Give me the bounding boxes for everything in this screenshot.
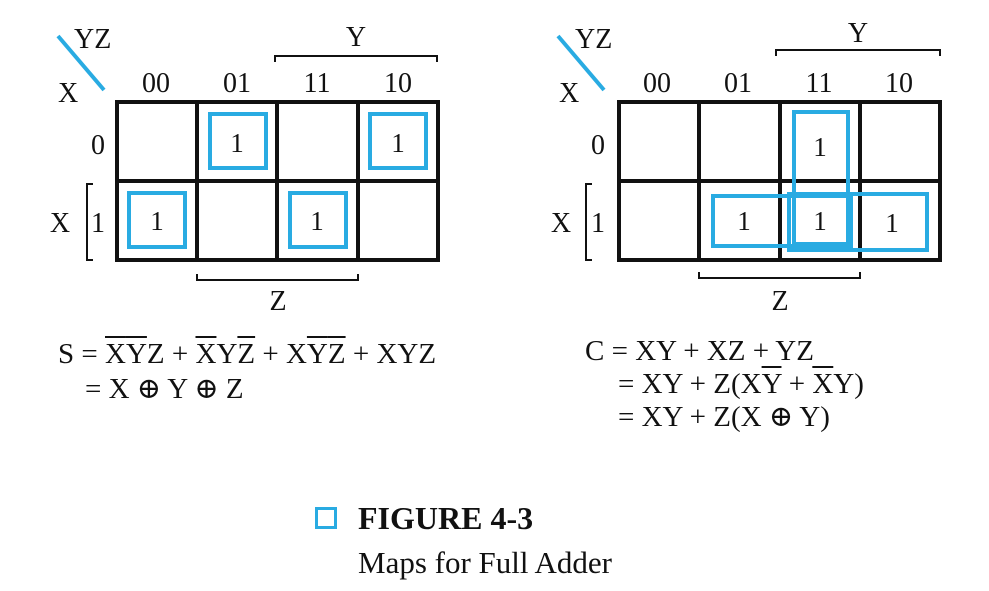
col-header-11: 11 [304, 68, 331, 99]
sum-equation-line1: S = XYZ + XYZ + XYZ + XYZ [58, 338, 437, 370]
x-row-label: X [551, 208, 571, 239]
col-header-10: 10 [885, 68, 913, 99]
cell-r0-c3: 1 [391, 128, 405, 158]
group-loop-right [787, 192, 929, 252]
row-header-0: 0 [591, 130, 605, 161]
y-bracket [274, 55, 438, 62]
col-header-10: 10 [384, 68, 412, 99]
sum-term-3-b: Z [327, 338, 346, 370]
sum-equation-line2: = X ⊕ Y ⊕ Z [85, 373, 244, 405]
figure-subtitle: Maps for Full Adder [358, 545, 613, 580]
x-row-label: X [50, 208, 70, 239]
group-loop [208, 112, 268, 170]
cell-r0-c2: 1 [813, 132, 827, 162]
cell-r1-c1: 1 [737, 206, 751, 236]
corner-col-var: YZ [74, 24, 111, 55]
group-loop [368, 112, 428, 170]
z-label: Z [269, 286, 286, 317]
cell-r0-c1: 1 [230, 128, 244, 158]
group-loop [288, 191, 348, 249]
col-header-00: 00 [142, 68, 170, 99]
corner-row-var: X [559, 78, 579, 109]
carry-kmap: YZ X Y 00 01 11 10 0 1 X 1 1 1 1 Z [551, 18, 942, 317]
carry-equation-line3: = XY + Z(X ⊕ Y) [618, 401, 830, 433]
figure-title: FIGURE 4-3 [358, 500, 534, 536]
row-header-1: 1 [591, 208, 605, 239]
z-label: Z [771, 286, 788, 317]
sum-term-1-b: Y [125, 338, 147, 370]
sum-lhs: S [58, 338, 75, 370]
caption-marker-icon [315, 507, 337, 529]
sum-kmap: YZ X Y 00 01 11 10 0 1 X 1 1 1 1 [50, 22, 440, 317]
cell-r1-c0: 1 [150, 206, 164, 236]
sum-term-2-b: Z [237, 338, 256, 370]
corner-row-var: X [58, 78, 78, 109]
carry-overbar-y: Y [761, 368, 782, 400]
carry-equation-line1: C = XY + XZ + YZ [585, 335, 814, 367]
z-bracket [196, 274, 359, 281]
sum-term-1-a: X [105, 338, 126, 370]
carry-overbar-x: X [812, 368, 834, 400]
cell-r1-c2: 1 [813, 206, 827, 236]
sum-term-3-a: Y [306, 338, 328, 370]
carry-equation-line2: = XY + Z(XY + XY) [618, 368, 864, 400]
x-bracket [86, 183, 93, 261]
row-header-1: 1 [91, 208, 105, 239]
col-header-11: 11 [806, 68, 833, 99]
y-label: Y [346, 22, 366, 53]
group-loop [127, 191, 187, 249]
row-header-0: 0 [91, 130, 105, 161]
y-label: Y [848, 18, 868, 49]
sum-term-2-a: X [195, 338, 217, 370]
z-bracket [698, 272, 861, 279]
cell-r1-c3: 1 [885, 208, 899, 238]
cell-r1-c2: 1 [310, 206, 324, 236]
col-header-01: 01 [223, 68, 251, 99]
col-header-00: 00 [643, 68, 671, 99]
corner-diagonal [56, 34, 106, 92]
group-loop-left [711, 194, 853, 248]
corner-col-var: YZ [575, 24, 612, 55]
corner-diagonal [556, 34, 606, 92]
x-bracket [585, 183, 592, 261]
y-bracket [775, 49, 941, 56]
col-header-01: 01 [724, 68, 752, 99]
